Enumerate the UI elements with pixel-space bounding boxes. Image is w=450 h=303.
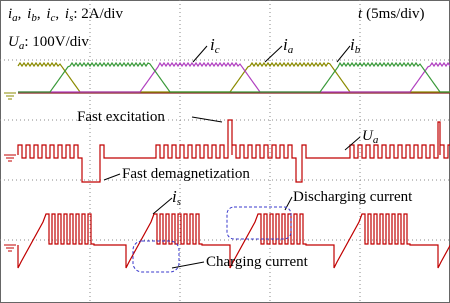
subscript: s xyxy=(177,196,181,208)
time-scale-label: t(5ms/div) xyxy=(358,6,425,22)
annotation: Charging current xyxy=(206,254,309,270)
scale: : 100V/div xyxy=(24,34,89,50)
oscilloscope-figure: ia, ib, ic, is: 2A/div Ua: 100V/div t(5m… xyxy=(0,0,450,303)
subscript: b xyxy=(355,44,361,56)
annotation: Fast demagnetization xyxy=(122,166,250,182)
annotation: Discharging current xyxy=(293,189,413,205)
subscript: c xyxy=(215,44,220,56)
scale: (5ms/div) xyxy=(366,6,424,22)
separator: , xyxy=(55,6,59,22)
subscript: a xyxy=(373,134,379,146)
subscript: a xyxy=(288,44,294,56)
separator: , xyxy=(37,6,41,22)
scale: : 2A/div xyxy=(73,6,123,22)
separator: , xyxy=(18,6,22,22)
annotation: Fast excitation xyxy=(77,109,165,125)
